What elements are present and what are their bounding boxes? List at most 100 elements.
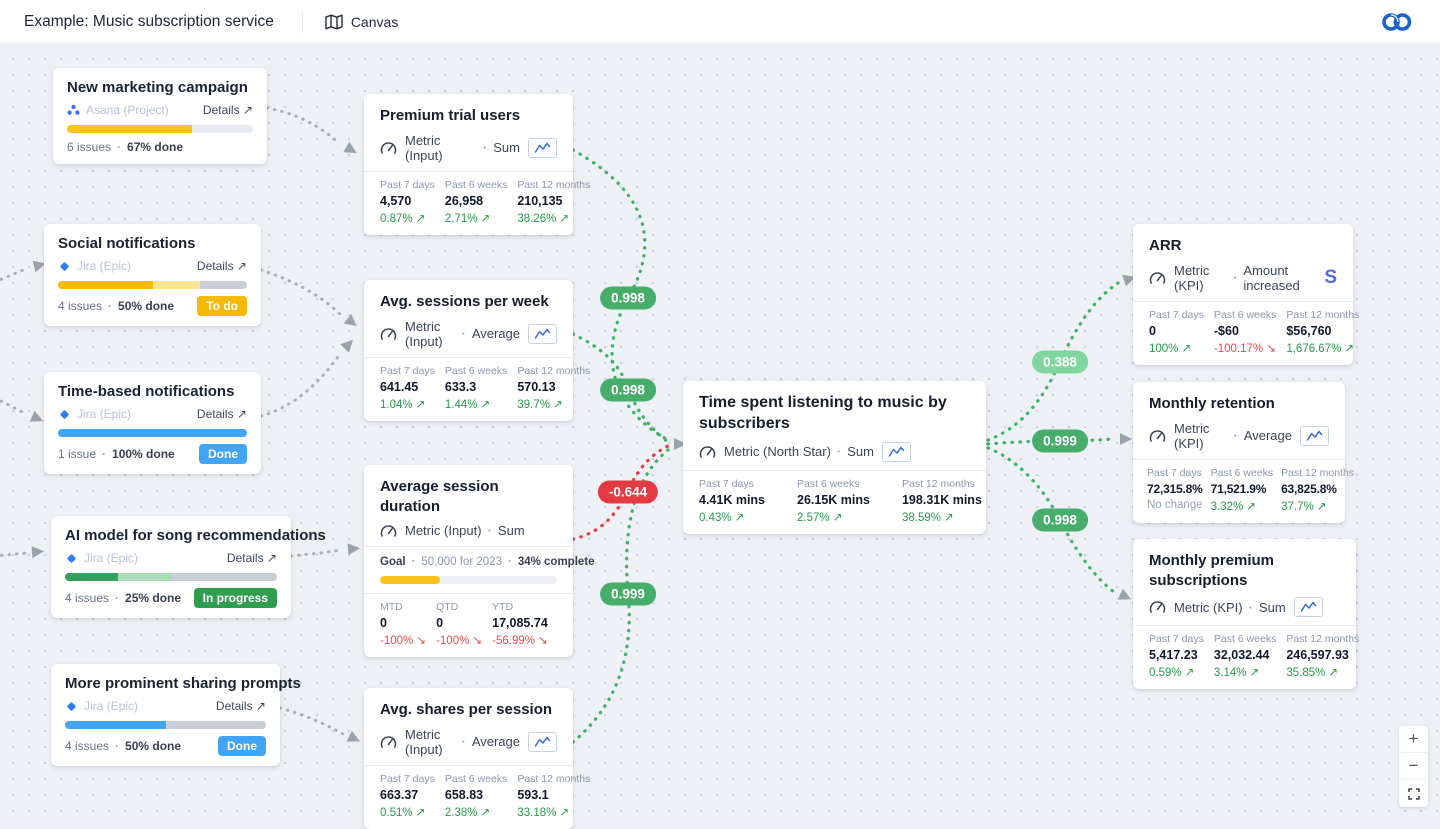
stat-column: Past 12 months 198.31K mins 38.59% ↗ <box>902 478 982 524</box>
correlation-badge[interactable]: 0.998 <box>1032 508 1088 532</box>
stat-value: 210,135 <box>517 193 563 208</box>
doubleloop-logo-icon[interactable] <box>1380 10 1414 34</box>
stat-period-label: Past 6 weeks <box>1213 308 1277 321</box>
metric-card-monthly-premium-subscriptions[interactable]: Monthly premium subscriptions Metric (KP… <box>1133 539 1359 689</box>
progress-bar <box>65 721 266 730</box>
metric-meta: Metric (KPI) Amount increased S <box>1149 263 1337 301</box>
metric-meta: Metric (Input) Sum <box>380 523 557 546</box>
metric-card-avg-shares-per-session[interactable]: Avg. shares per session Metric (Input) A… <box>364 688 590 829</box>
metric-card-avg-sessions-per-week[interactable]: Avg. sessions per week Metric (Input) Av… <box>364 280 590 421</box>
stat-period-label: Past 7 days <box>380 772 435 785</box>
details-link[interactable]: Details ↗ <box>202 103 253 118</box>
progress-bar <box>58 429 247 438</box>
stat-column: Past 6 weeks 71,521.9% 3.32% ↗ <box>1211 467 1273 513</box>
stat-value: 63,825.8% <box>1281 481 1337 496</box>
stat-delta: No change <box>1147 498 1203 511</box>
fullscreen-icon <box>1407 787 1420 800</box>
sparkline-chart-icon[interactable] <box>881 441 911 462</box>
project-card-social-notifications[interactable]: Social notifications Jira (Epic) Details… <box>44 224 261 327</box>
stat-column: Past 7 days 641.45 1.04% ↗ <box>380 365 435 411</box>
sparkline-chart-icon[interactable] <box>528 323 557 344</box>
stat-column: Past 7 days 4.41K mins 0.43% ↗ <box>699 478 765 524</box>
stat-period-label: Past 7 days <box>1147 466 1202 479</box>
goal-progress-bar <box>380 576 557 584</box>
edge <box>278 706 345 736</box>
details-link[interactable]: Details ↗ <box>215 699 266 714</box>
project-card-ai-model[interactable]: AI model for song recommendations Jira (… <box>51 516 326 619</box>
stat-value: $56,760 <box>1286 323 1332 338</box>
stat-period-label: Past 12 months <box>517 364 591 377</box>
progress-segment <box>67 125 192 134</box>
status-badge: Done <box>218 736 266 757</box>
gauge-icon <box>1149 601 1166 613</box>
project-footer: 4 issues 50% done To do <box>58 296 247 317</box>
edge <box>289 548 344 558</box>
correlation-badge[interactable]: -0.644 <box>597 480 659 504</box>
correlation-badge[interactable]: 0.999 <box>1032 429 1088 453</box>
metric-title: Premium trial users <box>380 107 521 124</box>
divider <box>301 10 303 33</box>
separator-dot <box>502 556 518 568</box>
details-link[interactable]: Details ↗ <box>226 551 277 566</box>
correlation-badge[interactable]: 0.999 <box>600 582 656 606</box>
metric-aggregation: Sum <box>497 523 525 538</box>
sparkline-chart-icon[interactable] <box>528 137 557 158</box>
correlation-badge[interactable]: 0.388 <box>1032 350 1088 374</box>
stripe-icon: S <box>1324 266 1337 288</box>
progress-segment <box>191 125 253 134</box>
stat-period-label: Past 6 weeks <box>1210 466 1274 479</box>
project-card-sharing-prompts[interactable]: More prominent sharing prompts Jira (Epi… <box>51 664 301 767</box>
arrowhead-icon <box>32 260 46 273</box>
project-card-new-marketing-campaign[interactable]: New marketing campaign Asana (Project) D… <box>53 68 267 165</box>
jira-icon <box>60 410 69 419</box>
metric-card-premium-trial-users[interactable]: Premium trial users Metric (Input) Sum P… <box>364 94 590 235</box>
metric-card-average-session-duration[interactable]: Average session duration Metric (Input) … <box>364 465 595 657</box>
canvas-area[interactable]: New marketing campaign Asana (Project) D… <box>0 44 1440 829</box>
stat-delta: -56.99% ↘ <box>492 635 548 647</box>
sparkline-chart-icon[interactable] <box>528 731 557 752</box>
separator-dot <box>1227 270 1243 285</box>
metric-title: Monthly premium subscriptions <box>1149 552 1275 589</box>
arrowhead-icon <box>347 543 360 556</box>
status-badge: In progress <box>193 588 277 609</box>
stat-period-label: YTD <box>492 601 514 613</box>
correlation-badge[interactable]: 0.998 <box>600 378 656 402</box>
goal-target: 50,000 for 2023 <box>421 556 502 568</box>
percent-done: 100% done <box>112 447 175 462</box>
progress-segment <box>58 281 153 290</box>
zoom-out-button[interactable]: − <box>1399 753 1428 780</box>
details-link[interactable]: Details ↗ <box>196 407 247 422</box>
stat-value: 72,315.8% <box>1147 481 1203 496</box>
fit-view-button[interactable] <box>1399 780 1428 807</box>
goal-progress-fill <box>380 576 441 584</box>
metric-card-monthly-retention[interactable]: Monthly retention Metric (KPI) Average P… <box>1133 382 1354 523</box>
asana-icon <box>67 105 80 115</box>
project-footer: 4 issues 50% done Done <box>65 736 266 757</box>
progress-bar <box>67 125 253 134</box>
project-meta: Jira (Epic) Details ↗ <box>65 551 277 565</box>
goal-row: Goal 50,000 for 2023 34% complete <box>380 556 595 568</box>
zoom-in-button[interactable]: + <box>1399 726 1428 753</box>
metric-type: Metric (KPI) <box>1174 599 1243 615</box>
details-link[interactable]: Details ↗ <box>196 259 247 274</box>
sparkline-chart-icon[interactable] <box>1293 597 1323 617</box>
goal-section: Goal 50,000 for 2023 34% complete <box>364 546 595 584</box>
metric-card-arr[interactable]: ARR Metric (KPI) Amount increased S Past… <box>1133 224 1359 365</box>
edge <box>259 268 344 318</box>
metric-stats: Past 7 days 72,315.8% No change Past 6 w… <box>1133 458 1354 513</box>
sparkline-chart-icon[interactable] <box>1300 425 1329 446</box>
edge <box>265 106 342 146</box>
project-footer: 6 issues 67% done <box>67 140 253 154</box>
stat-period-label: Past 7 days <box>1149 633 1204 645</box>
tab-canvas[interactable]: Canvas <box>325 14 398 30</box>
metric-type: Metric (Input) <box>405 132 443 163</box>
stat-delta: 0.87% ↗ <box>380 212 426 225</box>
project-card-time-based-notifications[interactable]: Time-based notifications Jira (Epic) Det… <box>44 372 261 475</box>
issue-count: 4 issues <box>65 591 110 606</box>
metric-card-time-spent-listening[interactable]: Time spent listening to music by subscri… <box>683 381 986 534</box>
metric-type: Metric (KPI) <box>1174 262 1210 293</box>
correlation-badge[interactable]: 0.998 <box>600 286 656 310</box>
arrowhead-icon <box>1120 433 1132 445</box>
stat-value: -$60 <box>1213 323 1239 338</box>
stat-value: 4,570 <box>380 193 412 208</box>
